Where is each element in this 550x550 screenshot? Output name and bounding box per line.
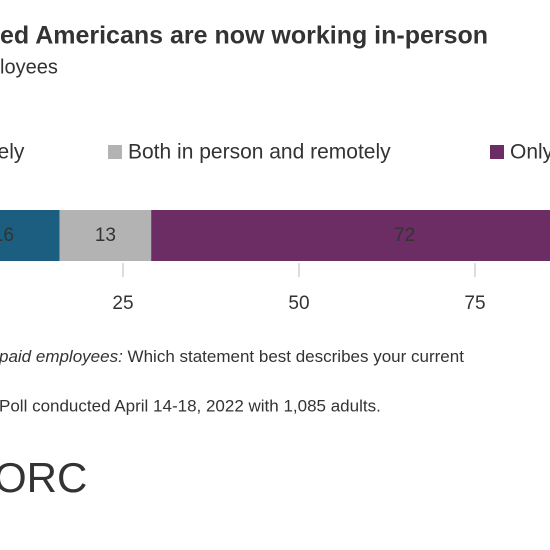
x-tick-label: 50 (288, 293, 309, 314)
bar-segment (59, 210, 152, 261)
legend-swatch (108, 145, 122, 159)
legend-swatch (490, 145, 504, 159)
logo: ORC (0, 454, 87, 501)
bar-segment (0, 210, 60, 261)
chart-subtitle: loyees (0, 56, 58, 78)
bar-segment (151, 210, 550, 261)
note: paid employees: Which statement best des… (0, 347, 464, 366)
source: Poll conducted April 14-18, 2022 with 1,… (0, 396, 381, 415)
x-tick-label: 75 (464, 293, 485, 314)
x-tick-label: 25 (112, 293, 133, 314)
note-italic: paid employees: (0, 347, 123, 366)
legend-label: Only (510, 141, 550, 164)
chart-title: ed Americans are now working in-person (0, 22, 488, 50)
note-text: Which statement best describes your curr… (128, 347, 465, 366)
data-label: 16 (0, 225, 14, 246)
legend-label: otely (0, 141, 25, 164)
data-label: 72 (394, 225, 415, 246)
legend-label: Both in person and remotely (128, 141, 391, 164)
data-label: 13 (95, 225, 116, 246)
